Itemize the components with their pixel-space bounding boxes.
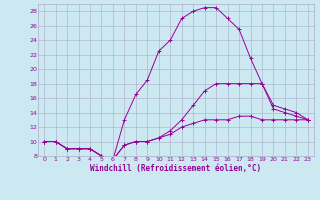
- X-axis label: Windchill (Refroidissement éolien,°C): Windchill (Refroidissement éolien,°C): [91, 164, 261, 173]
